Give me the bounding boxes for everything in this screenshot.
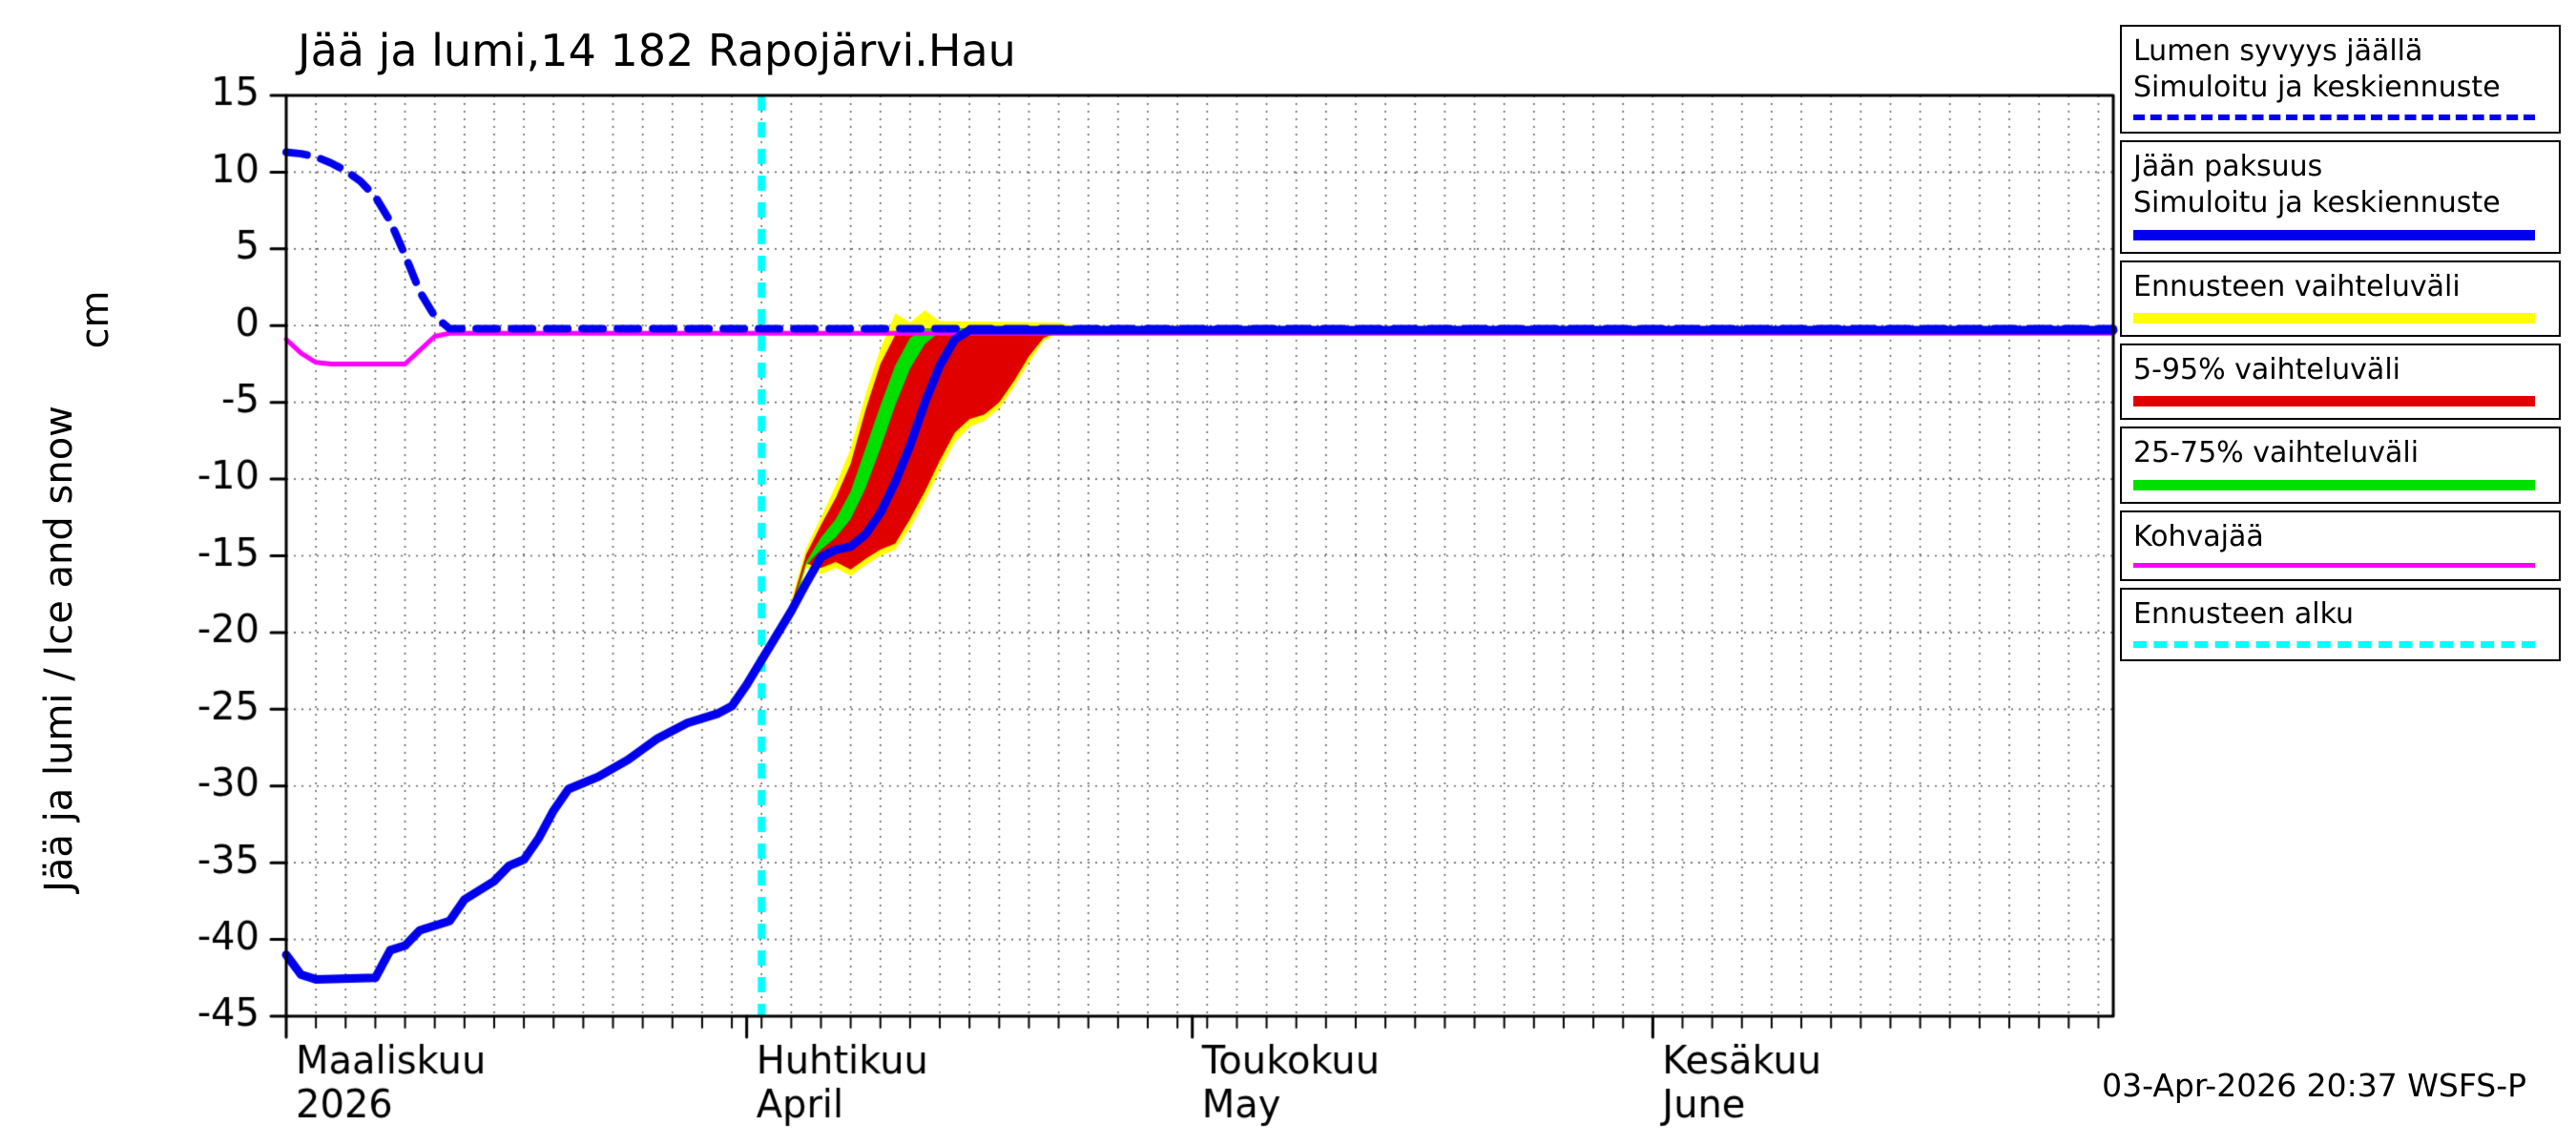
legend-label: Ennusteen alku bbox=[2133, 597, 2355, 632]
legend: Lumen syvyys jäällä Simuloitu ja keskien… bbox=[2120, 25, 2561, 661]
y-axis-label: Jää ja lumi / Ice and snow bbox=[37, 406, 81, 892]
chart-title: Jää ja lumi,14 182 Rapojärvi.Hau bbox=[298, 25, 1016, 76]
legend-item-5-95-range: 5-95% vaihteluväli bbox=[2120, 343, 2561, 421]
legend-label: Jään paksuus bbox=[2133, 149, 2323, 183]
cyan-dashed-line-swatch bbox=[2133, 640, 2535, 648]
legend-item-kohvajaa: Kohvajää bbox=[2120, 510, 2561, 582]
legend-item-ice-thickness: Jään paksuus Simuloitu ja keskiennuste bbox=[2120, 139, 2561, 254]
blue-solid-line-swatch bbox=[2133, 229, 2535, 240]
magenta-line-swatch bbox=[2133, 563, 2535, 569]
legend-label: 25-75% vaihteluväli bbox=[2133, 436, 2420, 470]
legend-label: Lumen syvyys jäällä bbox=[2133, 34, 2423, 68]
legend-item-snow-depth: Lumen syvyys jäällä Simuloitu ja keskien… bbox=[2120, 25, 2561, 134]
legend-label: Kohvajää bbox=[2133, 519, 2264, 553]
red-line-swatch bbox=[2133, 396, 2535, 407]
blue-dashed-line-swatch bbox=[2133, 114, 2535, 120]
legend-sublabel: Simuloitu ja keskiennuste bbox=[2133, 71, 2501, 105]
yellow-line-swatch bbox=[2133, 312, 2535, 323]
y-axis-units-label: cm bbox=[73, 290, 117, 349]
legend-item-forecast-range: Ennusteen vaihteluväli bbox=[2120, 260, 2561, 337]
legend-label: Ennusteen vaihteluväli bbox=[2133, 269, 2461, 303]
legend-item-25-75-range: 25-75% vaihteluväli bbox=[2120, 427, 2561, 504]
green-line-swatch bbox=[2133, 479, 2535, 490]
timestamp: 03-Apr-2026 20:37 WSFS-P bbox=[2102, 1067, 2526, 1104]
legend-sublabel: Simuloitu ja keskiennuste bbox=[2133, 186, 2501, 220]
legend-label: 5-95% vaihteluväli bbox=[2133, 352, 2400, 386]
legend-item-forecast-start: Ennusteen alku bbox=[2120, 588, 2561, 661]
